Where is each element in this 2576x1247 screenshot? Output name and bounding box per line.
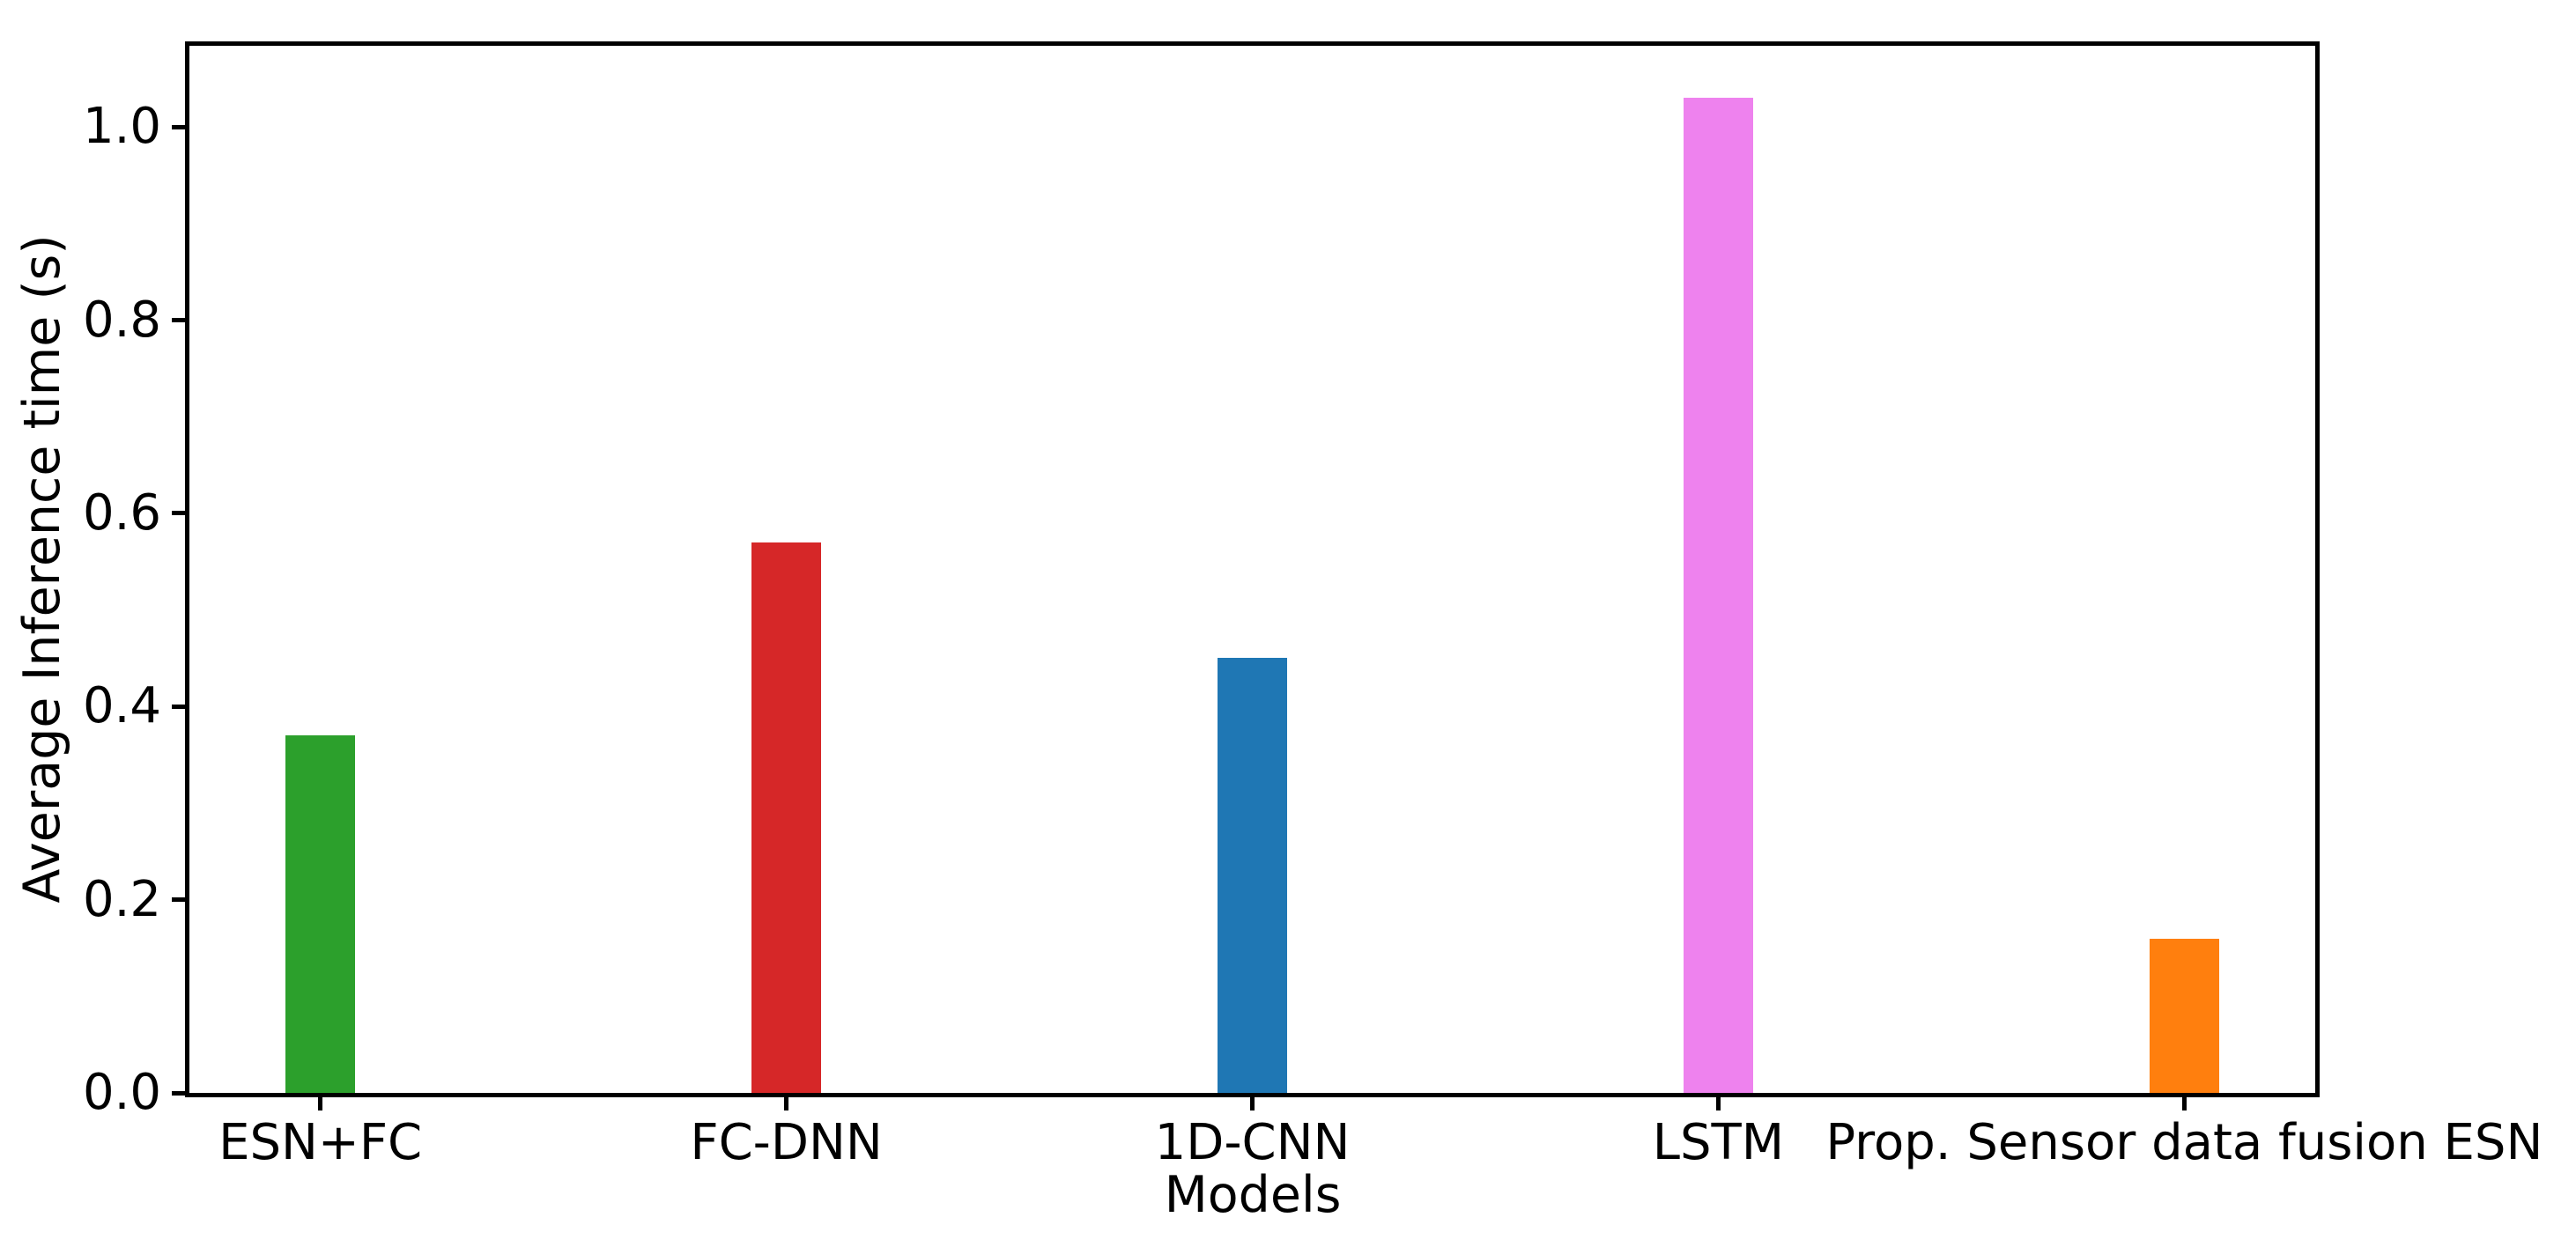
y-tick-label: 0.4: [82, 677, 161, 735]
x-tick-label: Prop. Sensor data fusion ESN: [1825, 1114, 2543, 1171]
y-tick-label: 0.6: [82, 483, 161, 542]
y-tick-mark: [172, 704, 185, 709]
y-tick-mark: [172, 511, 185, 516]
y-tick-label: 0.8: [82, 291, 161, 349]
x-tick-mark: [784, 1097, 789, 1110]
x-tick-label: 1D-CNN: [1154, 1114, 1351, 1171]
y-tick-label: 1.0: [82, 98, 161, 156]
y-tick-mark: [172, 897, 185, 903]
x-axis-label: Models: [1164, 1166, 1342, 1224]
y-tick-label: 0.0: [82, 1064, 161, 1121]
bar-1d-cnn: [1217, 658, 1288, 1093]
y-tick-mark: [172, 124, 185, 129]
x-tick-mark: [318, 1097, 323, 1110]
x-tick-mark: [1250, 1097, 1255, 1110]
x-tick-label: ESN+FC: [218, 1114, 423, 1171]
bar-lstm: [1683, 98, 1754, 1093]
y-tick-label: 0.2: [82, 870, 161, 928]
y-tick-mark: [172, 1090, 185, 1096]
x-tick-label: LSTM: [1652, 1114, 1785, 1171]
x-tick-mark: [1715, 1097, 1721, 1110]
x-tick-mark: [2181, 1097, 2187, 1110]
plot-area: [185, 41, 2320, 1097]
y-tick-mark: [172, 318, 185, 322]
bar-prop-sensor-data-fusion-esn: [2149, 938, 2220, 1093]
x-tick-label: FC-DNN: [690, 1114, 883, 1171]
bar-fc-dnn: [751, 542, 822, 1093]
bar-esn-fc: [285, 735, 356, 1093]
